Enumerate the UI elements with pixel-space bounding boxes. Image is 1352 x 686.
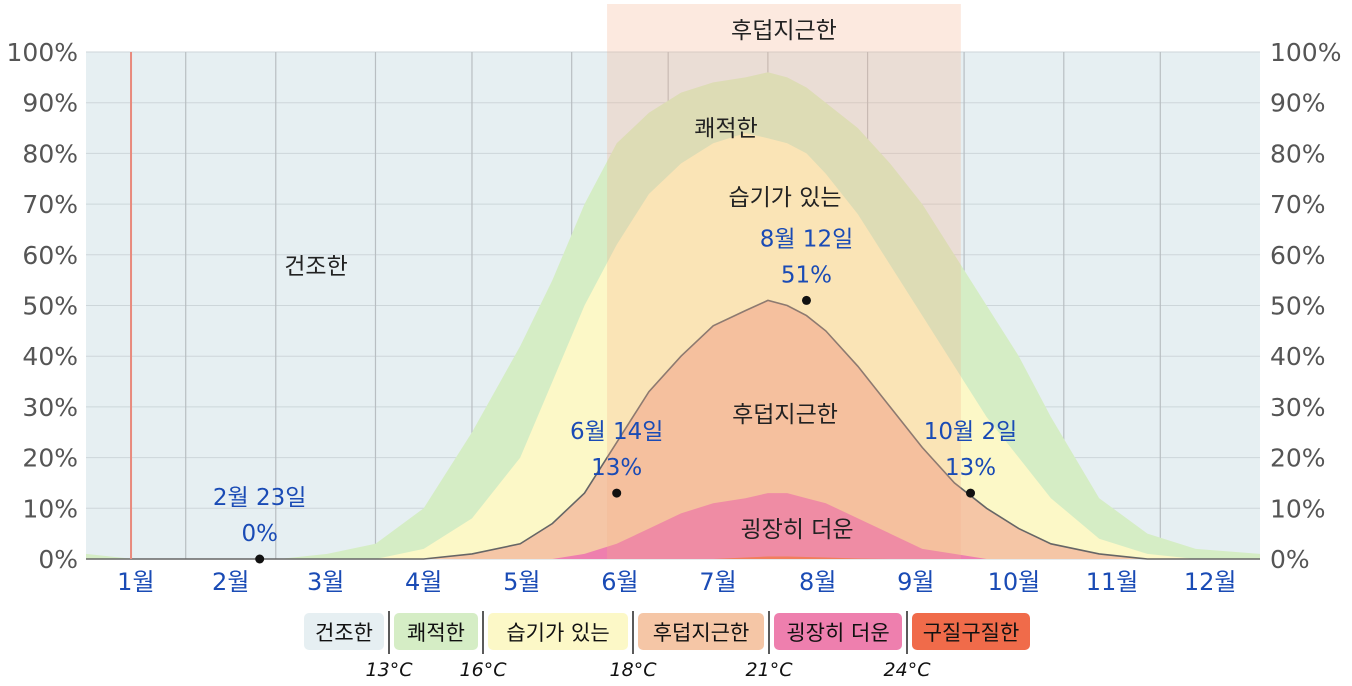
legend-swatch [488, 613, 628, 650]
legend-swatch [304, 613, 384, 650]
month-label: 3월 [307, 568, 344, 596]
annotation-date: 2월 23일 [213, 485, 307, 511]
annotation-point [966, 488, 976, 498]
legend-threshold: 16°C [460, 659, 508, 681]
month-label: 6월 [601, 568, 638, 596]
legend-item-label: 구질구질한 [923, 621, 1020, 645]
y-tick-label-left: 40% [22, 342, 78, 371]
y-tick-label-right: 90% [1270, 89, 1326, 118]
legend-threshold: 18°C [610, 659, 658, 681]
legend-item-label: 습기가 있는 [506, 621, 609, 645]
annotations: 2월 23일 0% 6월 14일 13% 8월 12일 51% 10월 2일 13% [213, 226, 1018, 564]
legend-item-label: 건조한 [315, 621, 373, 645]
legend-threshold: 24°C [884, 659, 932, 681]
band-label: 후덥지근한 [732, 402, 838, 428]
legend-threshold: 13°C [366, 659, 414, 681]
annotation-point [612, 488, 622, 498]
y-tick-label-right: 80% [1270, 139, 1326, 168]
annotation-date: 8월 12일 [760, 226, 854, 252]
area-습기가 있는 [86, 133, 1260, 559]
month-label: 2월 [212, 568, 249, 596]
y-tick-label-right: 40% [1270, 342, 1326, 371]
y-axis-right: 0% 10% 20% 30% 40% 50% 60% 70% 80% 90% 100% [1270, 38, 1341, 574]
legend-swatch [912, 613, 1030, 650]
month-label: 11월 [1086, 568, 1139, 596]
area-굉장히 더운 [86, 493, 1260, 559]
y-tick-label-right: 50% [1270, 292, 1326, 321]
y-tick-label-left: 10% [22, 494, 78, 523]
band-label: 건조한 [284, 254, 347, 280]
legend-swatch [774, 613, 902, 650]
y-axis-left: 0% 10% 20% 30% 40% 50% 60% 70% 80% 90% 100% [7, 38, 78, 574]
annotation-value: 13% [945, 455, 996, 481]
legend-item-label: 굉장히 더운 [786, 621, 889, 645]
band-label: 쾌적한 [694, 116, 757, 142]
legend-item-label: 쾌적한 [407, 621, 465, 645]
muggy-period-overlay [607, 4, 961, 559]
legend-swatch [638, 613, 764, 650]
month-label: 10월 [988, 568, 1041, 596]
annotation-point [801, 295, 811, 305]
month-label: 12월 [1184, 568, 1237, 596]
band-label: 굉장히 더운 [740, 517, 853, 543]
y-tick-label-left: 80% [22, 139, 78, 168]
month-label: 7월 [699, 568, 736, 596]
month-label: 4월 [405, 568, 442, 596]
y-tick-label-left: 50% [22, 292, 78, 321]
y-tick-label-left: 70% [22, 190, 78, 219]
annotation-date: 6월 14일 [570, 419, 664, 445]
annotation-value: 51% [781, 262, 832, 288]
month-label: 1월 [117, 568, 154, 596]
annotation-value: 0% [241, 521, 278, 547]
y-tick-label-right: 30% [1270, 393, 1326, 422]
y-tick-label-right: 0% [1270, 545, 1310, 574]
muggy-period-label: 후덥지근한 [731, 18, 837, 44]
band-label: 습기가 있는 [728, 185, 841, 211]
y-tick-label-right: 70% [1270, 190, 1326, 219]
y-tick-label-left: 100% [7, 38, 78, 67]
y-tick-label-left: 0% [38, 545, 78, 574]
y-tick-label-left: 20% [22, 444, 78, 473]
legend-threshold: 21°C [746, 659, 794, 681]
legend-item-label: 후덥지근한 [653, 621, 750, 645]
annotation-date: 10월 2일 [924, 419, 1018, 445]
month-label: 5월 [503, 568, 540, 596]
y-tick-label-right: 100% [1270, 38, 1341, 67]
muggy-median-line [86, 299, 1260, 560]
y-tick-label-right: 20% [1270, 444, 1326, 473]
y-tick-label-left: 60% [22, 241, 78, 270]
month-label: 9월 [897, 568, 934, 596]
y-tick-label-left: 30% [22, 393, 78, 422]
legend-swatch [394, 613, 478, 650]
y-tick-label-left: 90% [22, 89, 78, 118]
legend: 건조한 쾌적한 습기가 있는 후덥지근한 굉장히 더운 구질구질한 13°C 16°C 18°C… [304, 611, 1030, 681]
y-tick-label-right: 60% [1270, 241, 1326, 270]
annotation-value: 13% [591, 455, 642, 481]
annotation-point [255, 554, 265, 564]
month-label: 8월 [799, 568, 836, 596]
x-axis-months: 1월 2월 3월 4월 5월 6월 7월 8월 9월 10월 11월 12월 [117, 568, 1236, 596]
y-tick-label-right: 10% [1270, 494, 1326, 523]
